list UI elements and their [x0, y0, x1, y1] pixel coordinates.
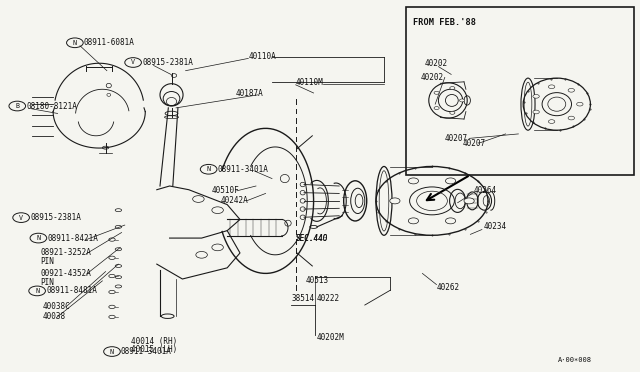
Text: 00921-4352A: 00921-4352A — [40, 269, 91, 278]
Text: B: B — [15, 103, 19, 109]
Text: 40202: 40202 — [425, 60, 448, 68]
Circle shape — [450, 111, 455, 114]
Text: V: V — [19, 215, 23, 221]
Text: N: N — [73, 40, 77, 46]
Circle shape — [434, 107, 439, 110]
Circle shape — [445, 178, 456, 184]
Text: 38514: 38514 — [292, 294, 315, 303]
Circle shape — [196, 251, 207, 258]
Text: 40110M: 40110M — [296, 78, 323, 87]
Bar — [406, 7, 634, 175]
Text: 08180-8121A: 08180-8121A — [26, 102, 77, 110]
Text: 40222: 40222 — [316, 294, 339, 303]
Text: 08911-3401A: 08911-3401A — [218, 165, 268, 174]
Circle shape — [212, 207, 223, 214]
Circle shape — [450, 87, 455, 90]
Circle shape — [460, 99, 465, 102]
Text: N: N — [207, 166, 211, 172]
Circle shape — [533, 110, 540, 114]
Text: 40207: 40207 — [445, 134, 468, 143]
Text: 40264: 40264 — [474, 186, 497, 195]
Text: 40242A: 40242A — [221, 196, 248, 205]
Text: 40510F: 40510F — [211, 186, 239, 195]
Text: 08921-3252A: 08921-3252A — [40, 248, 91, 257]
Text: 40015 (LH): 40015 (LH) — [131, 345, 177, 354]
Text: 08915-2381A: 08915-2381A — [30, 213, 81, 222]
Text: SEC.440: SEC.440 — [296, 234, 329, 243]
Text: 40038C: 40038C — [42, 302, 70, 311]
Text: PIN: PIN — [40, 257, 54, 266]
Circle shape — [548, 120, 555, 124]
Circle shape — [464, 198, 474, 204]
Text: 40513: 40513 — [306, 276, 329, 285]
Circle shape — [193, 196, 204, 202]
Circle shape — [408, 218, 419, 224]
Text: 08911-8421A: 08911-8421A — [47, 234, 98, 243]
Circle shape — [533, 94, 540, 98]
Text: 08911-3401A: 08911-3401A — [121, 347, 172, 356]
Text: 08911-8481A: 08911-8481A — [46, 286, 97, 295]
Circle shape — [548, 85, 555, 89]
Text: FROM FEB.'88: FROM FEB.'88 — [413, 18, 476, 27]
Text: A·00∗008: A·00∗008 — [558, 357, 592, 363]
Text: 08915-2381A: 08915-2381A — [142, 58, 193, 67]
Circle shape — [445, 218, 456, 224]
Text: V: V — [131, 60, 135, 65]
Text: 40234: 40234 — [483, 222, 506, 231]
Text: PIN: PIN — [40, 278, 54, 287]
Text: SEC.440: SEC.440 — [296, 234, 328, 243]
Circle shape — [434, 91, 439, 94]
Text: 40187A: 40187A — [236, 89, 263, 98]
Text: 40262: 40262 — [437, 283, 460, 292]
Circle shape — [390, 198, 400, 204]
Text: 40110A: 40110A — [248, 52, 276, 61]
Text: 40207: 40207 — [463, 139, 486, 148]
Circle shape — [212, 244, 223, 251]
Circle shape — [568, 89, 575, 92]
Circle shape — [568, 116, 575, 120]
Text: N: N — [36, 235, 40, 241]
Text: N: N — [110, 349, 114, 355]
Text: 08911-6081A: 08911-6081A — [84, 38, 134, 47]
Circle shape — [408, 178, 419, 184]
Text: 40202: 40202 — [420, 73, 444, 82]
Text: N: N — [35, 288, 39, 294]
Text: 40038: 40038 — [42, 312, 65, 321]
Circle shape — [577, 102, 583, 106]
Text: 40202M: 40202M — [317, 333, 344, 342]
Text: 40014 (RH): 40014 (RH) — [131, 337, 177, 346]
